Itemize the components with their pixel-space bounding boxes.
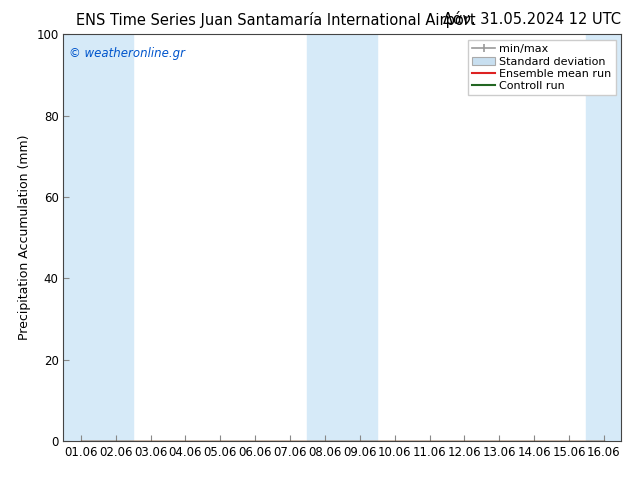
- Y-axis label: Precipitation Accumulation (mm): Precipitation Accumulation (mm): [18, 135, 30, 341]
- Bar: [342, 34, 377, 441]
- Legend: min/max, Standard deviation, Ensemble mean run, Controll run: min/max, Standard deviation, Ensemble me…: [468, 40, 616, 96]
- Text: Δάν. 31.05.2024 12 UTC: Δάν. 31.05.2024 12 UTC: [443, 12, 621, 27]
- Bar: [307, 34, 342, 441]
- Bar: [586, 34, 621, 441]
- Bar: [98, 34, 133, 441]
- Bar: [63, 34, 98, 441]
- Text: © weatheronline.gr: © weatheronline.gr: [69, 47, 185, 59]
- Text: ENS Time Series Juan Santamaría International Airport: ENS Time Series Juan Santamaría Internat…: [76, 12, 476, 28]
